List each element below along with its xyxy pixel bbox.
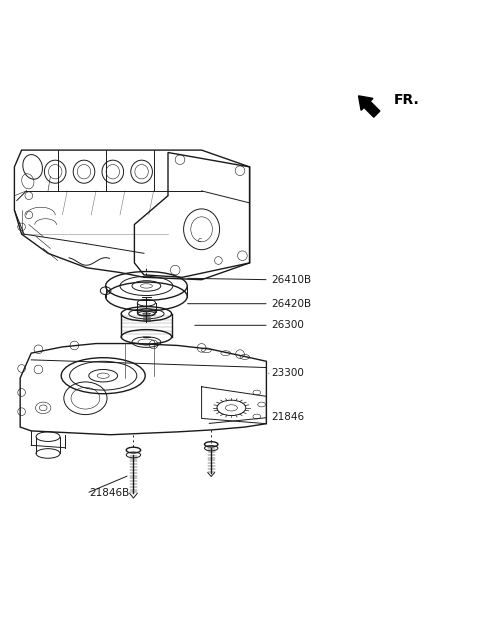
Text: 21846: 21846 <box>271 412 304 422</box>
Text: 23300: 23300 <box>271 369 304 378</box>
Text: 21846B: 21846B <box>89 488 129 498</box>
FancyArrow shape <box>359 96 380 117</box>
Text: 26300: 26300 <box>271 320 304 330</box>
Text: 26410B: 26410B <box>271 275 312 285</box>
Text: FR.: FR. <box>394 93 420 106</box>
Text: 26420B: 26420B <box>271 299 312 309</box>
Text: c: c <box>197 237 201 243</box>
